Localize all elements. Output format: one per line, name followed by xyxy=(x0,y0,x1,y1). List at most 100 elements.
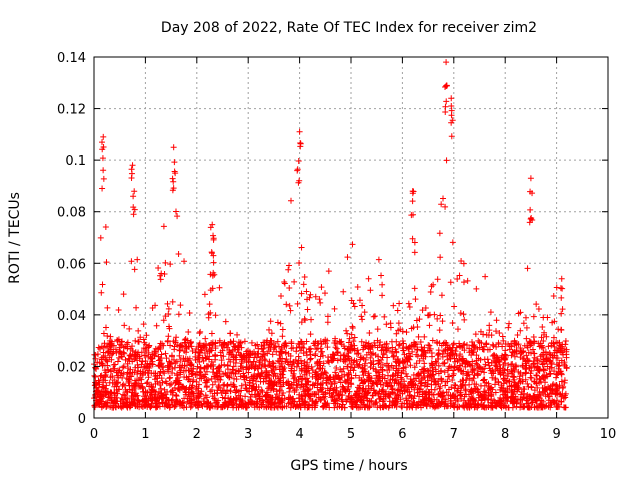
data-point xyxy=(318,341,325,348)
data-point xyxy=(182,388,189,395)
data-point xyxy=(300,281,307,288)
data-point xyxy=(557,285,564,292)
data-point xyxy=(362,360,369,367)
axis-ticks: 0 1 2 3 4 5 6 7 8 9 10 0 0.02 0.04 0.06 0.08 0.1 0.12 0.14 xyxy=(57,51,616,442)
data-point xyxy=(227,330,234,337)
data-point xyxy=(267,381,274,387)
data-point xyxy=(458,257,465,264)
data-point xyxy=(280,389,287,396)
data-point xyxy=(242,393,249,400)
data-point xyxy=(130,204,137,211)
data-point xyxy=(432,378,439,385)
data-point xyxy=(351,357,358,364)
data-point xyxy=(557,345,564,352)
data-point xyxy=(425,388,432,395)
data-point xyxy=(429,337,436,344)
data-point xyxy=(369,343,376,350)
data-point xyxy=(483,379,490,386)
data-point xyxy=(220,353,227,360)
data-point xyxy=(180,355,187,362)
data-point xyxy=(452,382,459,389)
data-point xyxy=(454,326,461,333)
data-point xyxy=(473,381,480,388)
data-point xyxy=(515,341,522,348)
data-point xyxy=(410,188,417,195)
data-point xyxy=(266,375,273,382)
data-point xyxy=(437,390,444,397)
data-point xyxy=(443,339,450,346)
data-point xyxy=(273,394,280,401)
data-point xyxy=(279,326,286,333)
data-point xyxy=(142,357,149,364)
data-point xyxy=(424,380,431,387)
data-point xyxy=(481,369,488,376)
data-point xyxy=(415,371,422,378)
data-point xyxy=(514,332,521,339)
data-point xyxy=(154,392,161,399)
data-point xyxy=(429,371,436,378)
data-point xyxy=(496,330,503,337)
data-point xyxy=(379,292,386,299)
data-point xyxy=(412,296,419,303)
data-point xyxy=(92,373,99,380)
data-point xyxy=(321,290,328,297)
data-point xyxy=(377,339,384,346)
data-point xyxy=(344,396,351,403)
data-point xyxy=(338,392,345,399)
data-point xyxy=(450,401,457,408)
data-point xyxy=(441,360,448,367)
data-point xyxy=(471,342,478,349)
data-point xyxy=(136,404,143,411)
data-point xyxy=(383,346,390,353)
data-point xyxy=(553,284,560,291)
x-tick-label: 1 xyxy=(141,427,149,442)
data-point xyxy=(281,342,288,349)
data-point xyxy=(224,404,231,411)
data-point xyxy=(221,340,228,347)
data-point xyxy=(187,397,194,404)
data-point xyxy=(554,390,561,397)
data-point xyxy=(416,316,423,323)
data-point xyxy=(523,395,530,402)
data-point xyxy=(490,342,497,349)
data-point xyxy=(287,307,294,314)
data-point xyxy=(126,370,133,377)
data-point xyxy=(470,390,477,397)
data-point xyxy=(548,342,555,349)
data-point xyxy=(142,397,149,404)
data-point xyxy=(171,159,178,166)
data-point xyxy=(290,358,297,365)
data-point xyxy=(131,188,138,195)
data-point xyxy=(411,249,418,256)
data-point xyxy=(437,254,444,261)
data-point xyxy=(379,367,386,374)
data-point xyxy=(256,396,263,403)
data-point xyxy=(416,393,423,400)
data-point xyxy=(102,224,109,231)
data-point xyxy=(526,404,533,411)
data-point xyxy=(533,301,540,308)
data-point xyxy=(516,373,523,380)
data-point xyxy=(174,398,181,405)
data-point xyxy=(131,380,138,387)
data-point xyxy=(226,374,233,381)
data-point xyxy=(493,402,500,409)
data-point xyxy=(170,178,177,185)
data-point xyxy=(157,369,164,376)
data-point xyxy=(434,340,441,347)
data-point xyxy=(353,350,360,357)
data-point xyxy=(344,254,351,261)
data-point xyxy=(189,365,196,372)
data-point xyxy=(185,329,192,336)
data-point xyxy=(294,382,301,389)
data-point xyxy=(531,338,538,345)
data-point xyxy=(464,369,471,376)
data-point xyxy=(333,345,340,352)
data-point xyxy=(280,374,287,381)
data-point xyxy=(384,372,391,379)
data-point xyxy=(460,402,467,409)
data-point xyxy=(411,285,418,292)
data-point xyxy=(395,327,402,334)
data-point xyxy=(162,313,169,320)
data-point xyxy=(99,281,106,288)
